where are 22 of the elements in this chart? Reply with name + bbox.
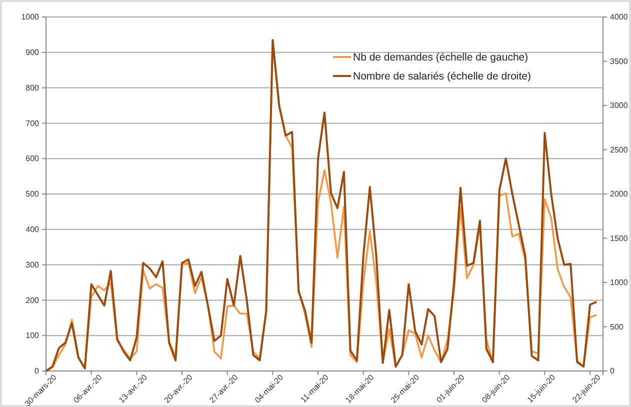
y-tick-label: 100 [26, 331, 40, 340]
legend-label: Nombre de salariés (échelle de droite) [353, 70, 532, 83]
y2-tick-label: 1000 [610, 278, 628, 288]
y-tick-label: 900 [26, 48, 40, 57]
y2-tick-label: 2500 [610, 145, 628, 154]
y2-tick-label: 3500 [610, 56, 628, 66]
y-tick-label: 400 [26, 224, 40, 234]
y2-tick-label: 4000 [610, 12, 628, 22]
y-tick-label: 500 [26, 190, 40, 199]
y2-tick-label: 1500 [610, 234, 628, 243]
y2-tick-label: 2000 [610, 190, 628, 199]
legend-label: Nb de demandes (échelle de gauche) [353, 52, 528, 64]
y2-tick-label: 0 [610, 366, 615, 376]
y-tick-label: 300 [26, 260, 40, 270]
y2-tick-label: 500 [610, 322, 624, 332]
y-tick-label: 800 [26, 83, 40, 92]
y-tick-label: 700 [26, 118, 40, 128]
y-tick-label: 0 [34, 366, 40, 376]
y-tick-label: 1000 [21, 12, 40, 22]
y-tick-label: 600 [26, 154, 40, 164]
y-tick-label: 200 [26, 296, 40, 305]
y2-tick-label: 3000 [610, 101, 628, 110]
